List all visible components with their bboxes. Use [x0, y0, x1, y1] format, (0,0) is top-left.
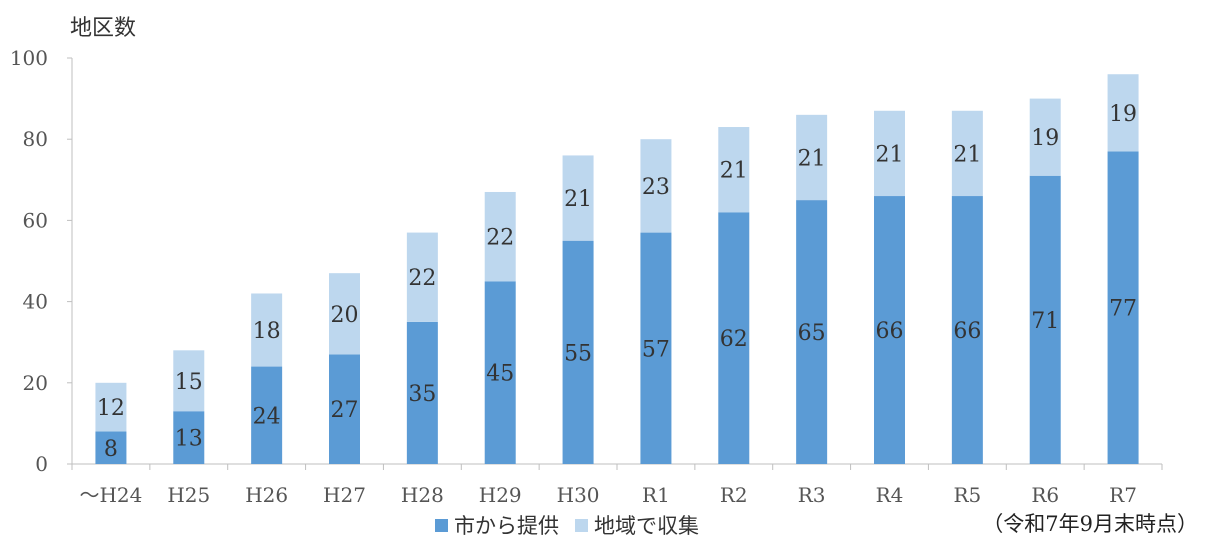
y-axis-title: 地区数 — [70, 16, 137, 41]
bar-segment-city — [796, 200, 828, 464]
bar-segment-city — [406, 321, 438, 464]
data-label: 8 — [104, 437, 118, 462]
bar-segment-city — [329, 354, 360, 464]
x-tick-label: H26 — [245, 483, 288, 507]
data-label: 21 — [798, 146, 826, 171]
x-tick-label: R3 — [798, 483, 826, 507]
x-tick-label: ～H24 — [79, 483, 142, 507]
legend-item-city: 市から提供 — [435, 510, 559, 540]
bar-segment-community — [874, 110, 905, 197]
bar-segment-community — [173, 350, 205, 412]
bar-segment-city — [874, 196, 905, 465]
x-tick-label: R5 — [953, 483, 981, 507]
x-tick-label: H28 — [401, 483, 444, 507]
data-label: 77 — [1109, 297, 1137, 322]
data-label: 21 — [953, 142, 981, 167]
data-label: 15 — [175, 370, 203, 395]
bar-segment-community — [562, 155, 594, 241]
bar-segment-community — [251, 293, 283, 367]
x-tick-label: H25 — [167, 483, 210, 507]
x-tick-label: R6 — [1031, 483, 1059, 507]
data-label: 24 — [253, 404, 281, 429]
data-label: 19 — [1109, 102, 1137, 127]
data-label: 21 — [720, 159, 748, 184]
legend-label-city: 市から提供 — [454, 514, 559, 538]
bar-segment-community — [95, 382, 127, 432]
bar-segment-city — [173, 411, 205, 464]
x-tick-label: R1 — [642, 483, 670, 507]
y-tick-label: 60 — [23, 208, 48, 232]
data-label: 55 — [564, 341, 592, 366]
data-labels: 8 12 13 15 24 18 27 20 35 22 45 22 55 21 57 23 62 21 65 21 6… — [97, 102, 1137, 462]
axes: 0 20 40 60 80 100 ～H24 H25 H26 H27 H28 H29 H30 R1 R2 R3… — [10, 46, 1163, 507]
y-tick-label: 40 — [23, 290, 48, 314]
legend-item-community: 地域で収集 — [575, 510, 699, 540]
bar-segment-community — [640, 139, 672, 233]
data-label: 12 — [97, 396, 125, 421]
legend: 市から提供 地域で収集 — [435, 510, 715, 540]
bars — [95, 74, 1139, 465]
x-tick-label: R2 — [720, 483, 748, 507]
data-label: 62 — [720, 327, 748, 352]
bar-segment-community — [1029, 98, 1061, 176]
x-tick-label: R4 — [876, 483, 904, 507]
x-tick-label: H27 — [323, 483, 366, 507]
bar-segment-city — [718, 212, 750, 464]
data-label: 13 — [175, 427, 203, 452]
y-tick-label: 0 — [35, 452, 48, 476]
data-label: 66 — [876, 319, 904, 344]
data-label: 66 — [953, 319, 981, 344]
bar-segment-city — [251, 366, 283, 464]
y-tick-label: 80 — [23, 127, 48, 151]
data-label: 65 — [798, 321, 826, 346]
x-tick-label: H30 — [557, 483, 600, 507]
bar-segment-community — [1107, 74, 1139, 152]
data-label: 45 — [486, 362, 514, 387]
bar-segment-community — [406, 232, 438, 322]
bar-segment-city — [562, 240, 594, 464]
data-label: 27 — [331, 398, 359, 423]
bar-segment-city — [95, 431, 127, 464]
data-label: 18 — [253, 319, 281, 344]
bar-segment-community — [718, 127, 750, 213]
bar-segment-city — [484, 281, 516, 464]
data-label: 22 — [408, 266, 436, 291]
x-tick-label: H29 — [479, 483, 522, 507]
data-label: 21 — [564, 187, 592, 212]
bar-segment-city — [640, 232, 672, 464]
y-tick-label: 20 — [23, 371, 48, 395]
bar-segment-city — [1029, 175, 1061, 465]
data-label: 21 — [876, 142, 904, 167]
data-label: 20 — [331, 303, 359, 328]
legend-swatch-community — [575, 518, 588, 532]
bar-segment-city — [1107, 151, 1139, 464]
data-label: 23 — [642, 175, 670, 200]
data-label: 71 — [1031, 309, 1059, 334]
legend-swatch-city — [435, 518, 448, 532]
data-label: 22 — [486, 226, 514, 251]
data-label: 57 — [642, 337, 670, 362]
y-tick-label: 100 — [10, 46, 48, 70]
data-label: 35 — [408, 382, 436, 407]
date-note: （令和7年9月末時点） — [982, 512, 1198, 536]
legend-label-community: 地域で収集 — [594, 514, 699, 538]
bar-segment-city — [951, 196, 983, 465]
bar-segment-community — [329, 273, 360, 355]
data-label: 19 — [1031, 126, 1059, 151]
bar-segment-community — [796, 114, 828, 201]
bar-segment-community — [484, 191, 516, 282]
bar-segment-community — [951, 110, 983, 197]
x-tick-label: R7 — [1109, 483, 1137, 507]
